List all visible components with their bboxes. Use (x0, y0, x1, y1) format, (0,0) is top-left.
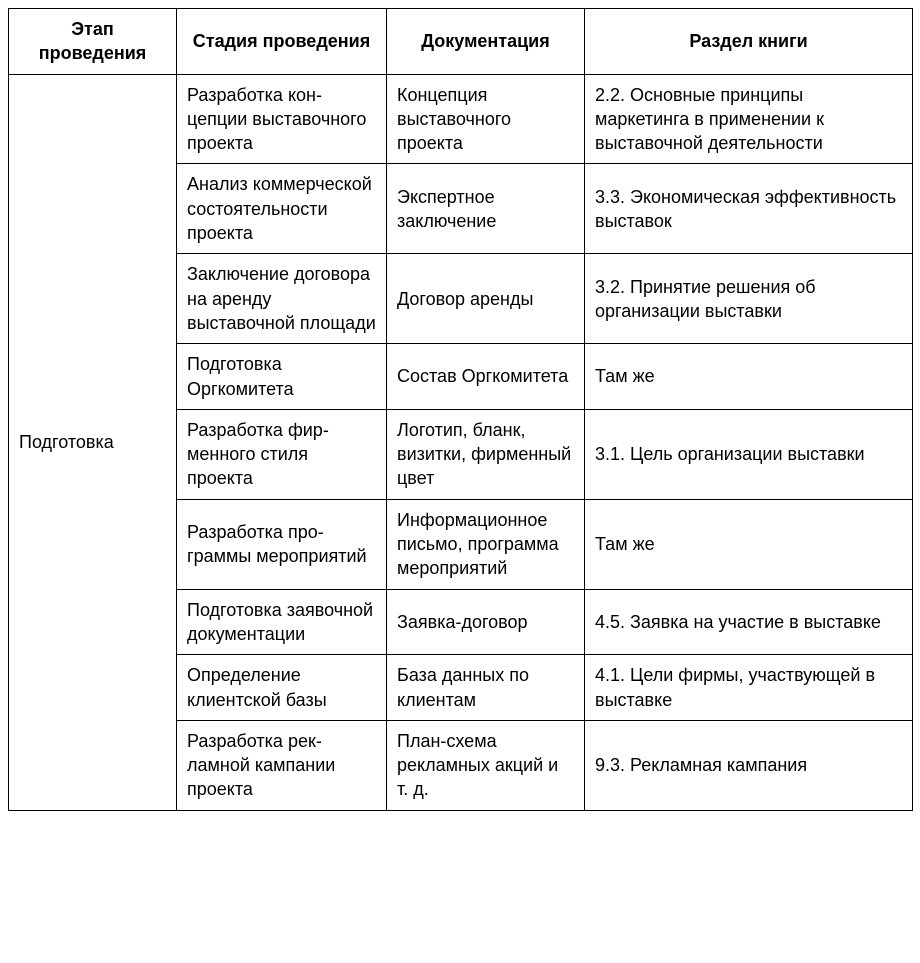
book-section-cell: 4.1. Цели фирмы, учас­твующей в выставке (585, 655, 913, 721)
book-section-cell: 3.2. Принятие решения об организации вы­… (585, 254, 913, 344)
stage-cell: Подготовка заявочной доку­ментации (177, 589, 387, 655)
book-section-cell: 4.5. Заявка на участие в выставке (585, 589, 913, 655)
stage-cell: Определение клиентской базы (177, 655, 387, 721)
col-header-stage: Стадия проведения (177, 9, 387, 75)
documentation-cell: Логотип, бланк, визитки, фир­менный цвет (387, 409, 585, 499)
documentation-cell: Заявка-договор (387, 589, 585, 655)
phase-cell: Подготовка (9, 74, 177, 810)
col-header-documentation: Документация (387, 9, 585, 75)
book-section-cell: 3.3. Экономическая эф­фективность выстав… (585, 164, 913, 254)
documentation-cell: Экспертное заключение (387, 164, 585, 254)
stage-cell: Разработка про­граммы мероп­риятий (177, 499, 387, 589)
stage-cell: Заключение до­говора на аренду выставочн… (177, 254, 387, 344)
documentation-cell: Концепция выставочного проекта (387, 74, 585, 164)
col-header-book-section: Раздел книги (585, 9, 913, 75)
book-section-cell: Там же (585, 344, 913, 410)
book-section-cell: 2.2. Основные принци­пы маркетинга в при… (585, 74, 913, 164)
stage-cell: Разработка рек­ламной кампа­нии проекта (177, 720, 387, 810)
stage-cell: Разработка фир­менного стиля проекта (177, 409, 387, 499)
stage-cell: Разработка кон­цепции выста­вочного прое… (177, 74, 387, 164)
documentation-cell: План-схема рекламных акций и т. д. (387, 720, 585, 810)
book-section-cell: 9.3. Рекламная кампа­ния (585, 720, 913, 810)
documentation-cell: Состав Оргкомитета (387, 344, 585, 410)
table-row: Подготовка Разработка кон­цепции выста­в… (9, 74, 913, 164)
main-table: Этап проведения Стадия проведения Докуме… (8, 8, 913, 811)
documentation-cell: Договор аренды (387, 254, 585, 344)
col-header-stage-phase: Этап проведения (9, 9, 177, 75)
documentation-cell: База данных по клиентам (387, 655, 585, 721)
book-section-cell: 3.1. Цель организации выставки (585, 409, 913, 499)
stage-cell: Анализ ком­мерческой со­стоятельности пр… (177, 164, 387, 254)
documentation-cell: Информацион­ное письмо, программа меропр… (387, 499, 585, 589)
stage-cell: Подготовка Оргкомитета (177, 344, 387, 410)
book-section-cell: Там же (585, 499, 913, 589)
table-header-row: Этап проведения Стадия проведения Докуме… (9, 9, 913, 75)
